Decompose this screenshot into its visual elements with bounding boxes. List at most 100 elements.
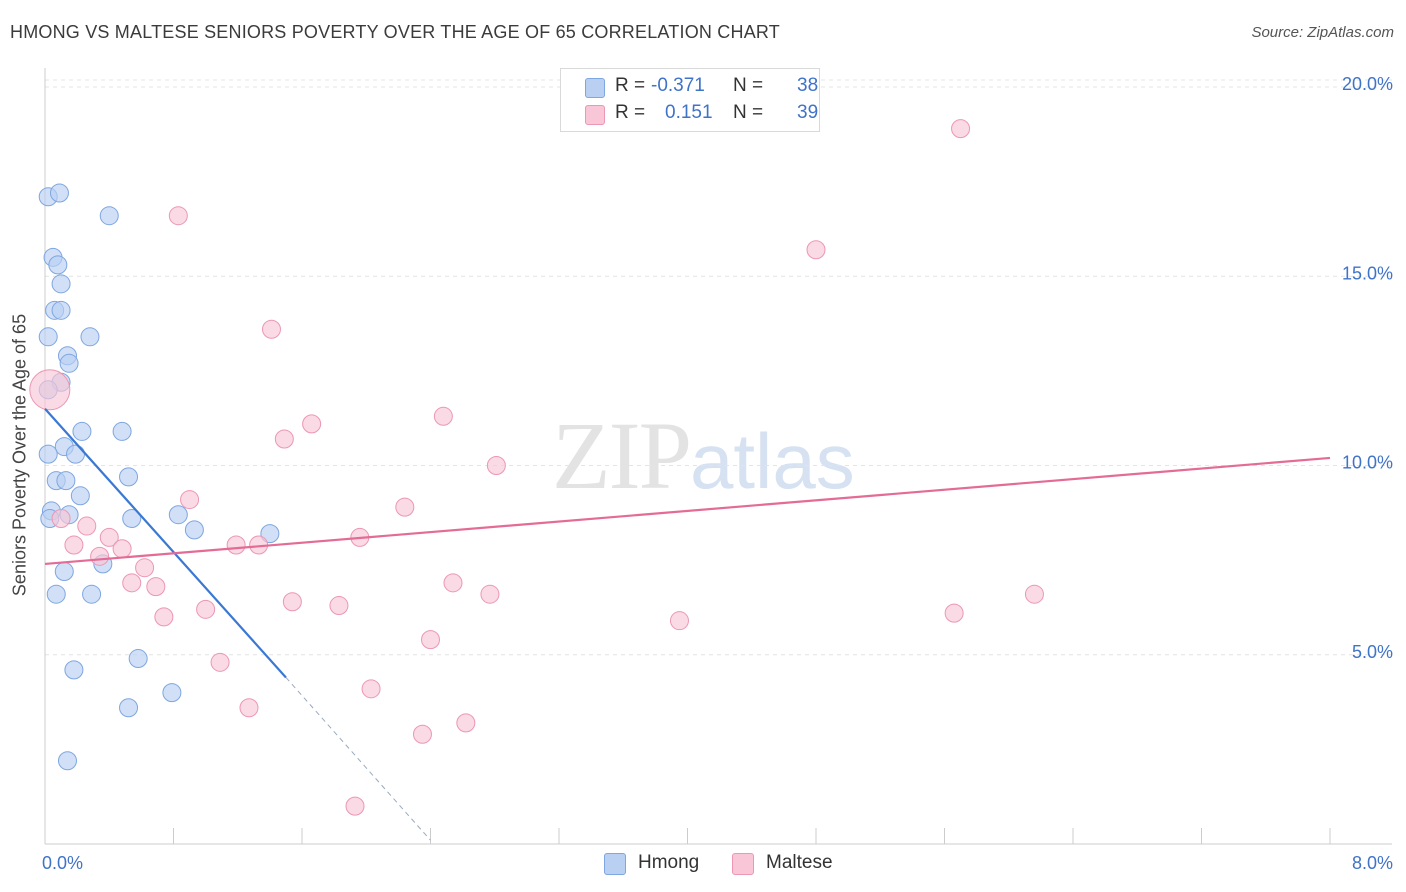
hmong-point-22: [70, 486, 90, 506]
maltese-point-35: [239, 698, 259, 718]
hmong-points: [38, 183, 280, 771]
hmong-point-14: [72, 421, 92, 441]
legend-maltese-r-value: 0.151: [665, 102, 713, 123]
legend-hmong-n-label: N =: [733, 75, 764, 96]
legend-hmong-n-value: 38: [797, 75, 819, 96]
maltese-point-11: [51, 508, 71, 528]
maltese-point-31: [669, 611, 689, 631]
hmong-point-32: [46, 584, 66, 604]
maltese-point-2: [168, 206, 188, 226]
maltese-point-0: [29, 369, 71, 411]
y-tick-label-10: 10.0%: [1342, 453, 1393, 473]
hmong-point-36: [162, 683, 182, 703]
maltese-point-6: [433, 406, 453, 426]
maltese-point-4: [261, 319, 281, 339]
maltese-trend-line: [44, 456, 1331, 566]
x-tick-label-max: 8.0%: [1352, 853, 1393, 873]
hmong-point-11: [59, 353, 79, 373]
hmong-point-27: [168, 505, 188, 525]
bottom-hmong-swatch: [604, 853, 626, 875]
hmong-trend-extension: [285, 677, 431, 841]
hmong-point-21: [56, 471, 76, 491]
maltese-point-33: [210, 652, 230, 672]
hmong-trend-line: [44, 407, 287, 679]
maltese-point-15: [64, 535, 84, 555]
maltese-point-12: [77, 516, 97, 536]
maltese-point-19: [90, 546, 110, 566]
maltese-point-3: [806, 240, 826, 260]
hmong-point-19: [119, 467, 139, 487]
y-tick-label-5: 5.0%: [1352, 642, 1393, 662]
hmong-point-28: [184, 520, 204, 540]
hmong-point-4: [48, 255, 68, 275]
hmong-point-15: [112, 421, 132, 441]
hmong-point-34: [128, 649, 148, 669]
bottom-maltese-label: Maltese: [766, 852, 833, 873]
maltese-point-16: [226, 535, 246, 555]
hmong-swatch: [585, 78, 605, 98]
hmong-point-8: [38, 327, 58, 347]
maltese-point-26: [282, 592, 302, 612]
y-axis-label: Seniors Poverty Over the Age of 65: [9, 313, 30, 597]
hmong-point-31: [54, 561, 74, 581]
hmong-point-33: [82, 584, 102, 604]
hmong-point-37: [119, 698, 139, 718]
maltese-point-21: [122, 573, 142, 593]
bottom-hmong-label: Hmong: [638, 852, 700, 873]
hmong-point-29: [260, 524, 280, 544]
maltese-point-27: [329, 596, 349, 616]
hmong-point-35: [64, 660, 84, 680]
maltese-point-9: [180, 490, 200, 510]
maltese-swatch: [585, 105, 605, 125]
legend-maltese-r-label: R =: [615, 102, 646, 123]
hmong-point-1: [49, 183, 69, 203]
watermark-atlas: atlas: [690, 417, 855, 505]
legend-hmong-r-value: -0.371: [651, 75, 705, 96]
maltese-point-32: [421, 630, 440, 650]
maltese-point-5: [302, 414, 322, 434]
y-tick-label-15: 15.0%: [1342, 263, 1393, 283]
legend-maltese-n-label: N =: [733, 102, 764, 123]
maltese-point-34: [361, 679, 381, 699]
watermark: ZIPatlas: [552, 400, 855, 511]
legend-maltese-n-value: 39: [797, 102, 819, 123]
legend-hmong-r-label: R =: [615, 75, 646, 96]
maltese-point-7: [274, 429, 294, 449]
hmong-point-18: [66, 444, 86, 464]
maltese-point-30: [154, 607, 174, 627]
hmong-point-5: [51, 274, 71, 294]
grid-lines: [45, 79, 1392, 656]
maltese-point-36: [456, 713, 476, 733]
hmong-point-7: [51, 300, 71, 320]
maltese-point-8: [486, 456, 506, 475]
tick-labels: 5.0% 10.0% 15.0% 20.0% 0.0% 8.0%: [42, 74, 1393, 873]
maltese-point-24: [1024, 584, 1044, 604]
watermark-zip: ZIP: [552, 402, 692, 509]
maltese-points: [29, 119, 1044, 816]
maltese-point-22: [443, 573, 463, 593]
maltese-point-20: [135, 558, 155, 578]
maltese-point-23: [146, 577, 166, 597]
maltese-point-13: [99, 527, 119, 547]
hmong-point-26: [122, 508, 142, 528]
hmong-point-17: [38, 444, 58, 464]
trend-lines: [44, 407, 1331, 841]
maltese-point-38: [345, 796, 365, 816]
hmong-point-38: [57, 751, 77, 771]
maltese-point-29: [944, 603, 964, 623]
x-tick-label-min: 0.0%: [42, 853, 83, 873]
maltese-point-25: [480, 584, 500, 604]
hmong-point-9: [80, 327, 100, 347]
maltese-point-10: [395, 497, 415, 517]
axes: [44, 68, 1392, 845]
maltese-point-37: [412, 724, 432, 744]
chart-title: HMONG VS MALTESE SENIORS POVERTY OVER TH…: [10, 22, 780, 42]
maltese-point-28: [196, 599, 216, 619]
bottom-maltese-swatch: [732, 853, 754, 875]
maltese-point-1: [951, 119, 971, 139]
hmong-point-2: [99, 206, 119, 226]
source-credit: Source: ZipAtlas.com: [1251, 24, 1394, 41]
correlation-legend: R = -0.371 N = 38 R = 0.151 N = 39: [560, 68, 820, 132]
maltese-point-18: [112, 539, 132, 559]
